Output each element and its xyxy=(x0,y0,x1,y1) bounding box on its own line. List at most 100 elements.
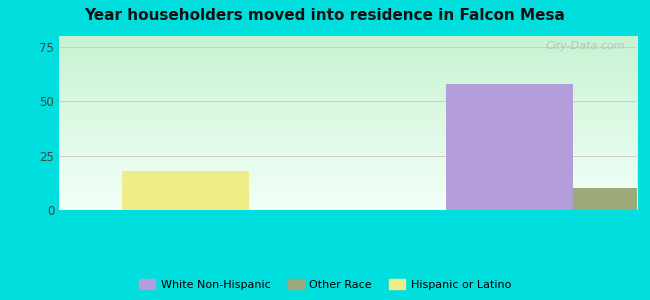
Bar xyxy=(122,171,250,210)
Bar xyxy=(58,106,637,107)
Bar xyxy=(58,196,637,198)
Bar xyxy=(58,123,637,125)
Bar xyxy=(58,125,637,127)
Text: Year householders moved into residence in Falcon Mesa: Year householders moved into residence i… xyxy=(84,8,566,22)
Bar xyxy=(58,64,637,66)
Bar xyxy=(58,97,637,99)
Bar xyxy=(58,208,637,210)
Bar xyxy=(58,194,637,196)
Bar xyxy=(58,104,637,106)
Bar xyxy=(58,58,637,60)
Bar xyxy=(58,71,637,73)
Bar xyxy=(58,95,637,97)
Bar xyxy=(58,111,637,112)
Legend: White Non-Hispanic, Other Race, Hispanic or Latino: White Non-Hispanic, Other Race, Hispanic… xyxy=(134,275,516,294)
Bar xyxy=(58,107,637,109)
Bar xyxy=(58,135,637,137)
Bar xyxy=(58,177,637,179)
Bar xyxy=(58,201,637,203)
Bar xyxy=(58,153,637,154)
Bar xyxy=(58,170,637,172)
Bar xyxy=(58,168,637,170)
Bar xyxy=(58,76,637,78)
Bar xyxy=(58,146,637,147)
Bar xyxy=(58,62,637,64)
Bar xyxy=(58,121,637,123)
Bar xyxy=(58,163,637,165)
Bar xyxy=(58,45,637,46)
Bar xyxy=(446,84,573,210)
Bar xyxy=(58,154,637,156)
Bar xyxy=(58,73,637,74)
Bar xyxy=(58,137,637,139)
Bar xyxy=(58,173,637,175)
Bar xyxy=(58,109,637,111)
Bar xyxy=(58,203,637,205)
Bar xyxy=(58,81,637,83)
Bar xyxy=(573,188,650,210)
Bar xyxy=(58,69,637,71)
Bar xyxy=(58,50,637,52)
Bar xyxy=(58,193,637,194)
Bar xyxy=(58,118,637,119)
Bar xyxy=(58,172,637,173)
Bar xyxy=(58,139,637,140)
Bar xyxy=(58,186,637,188)
Bar xyxy=(58,85,637,86)
Bar xyxy=(58,57,637,58)
Bar xyxy=(58,147,637,149)
Bar xyxy=(58,112,637,114)
Bar xyxy=(58,60,637,62)
Bar xyxy=(58,90,637,92)
Bar xyxy=(58,140,637,142)
Bar xyxy=(58,100,637,102)
Bar xyxy=(58,46,637,48)
Bar xyxy=(58,43,637,45)
Bar xyxy=(58,127,637,128)
Bar xyxy=(58,88,637,90)
Bar xyxy=(58,80,637,81)
Bar xyxy=(58,180,637,182)
Bar xyxy=(58,92,637,93)
Bar xyxy=(58,144,637,146)
Bar xyxy=(58,161,637,163)
Bar xyxy=(58,99,637,100)
Bar xyxy=(58,116,637,118)
Bar xyxy=(58,189,637,191)
Bar xyxy=(58,188,637,189)
Bar xyxy=(58,206,637,208)
Bar xyxy=(58,160,637,161)
Bar xyxy=(58,142,637,144)
Bar xyxy=(58,175,637,177)
Bar xyxy=(58,205,637,206)
Bar xyxy=(58,128,637,130)
Bar xyxy=(573,188,650,210)
Bar xyxy=(58,156,637,158)
Bar xyxy=(58,67,637,69)
Bar xyxy=(58,200,637,201)
Bar xyxy=(58,114,637,116)
Bar xyxy=(58,102,637,104)
Text: City-Data.com: City-Data.com xyxy=(546,41,625,51)
Bar xyxy=(58,83,637,85)
Bar xyxy=(58,198,637,200)
Bar xyxy=(58,132,637,134)
Bar xyxy=(58,151,637,153)
Bar xyxy=(58,53,637,55)
Bar xyxy=(58,52,637,53)
Bar xyxy=(58,134,637,135)
Bar xyxy=(58,130,637,132)
Bar xyxy=(58,119,637,121)
Bar xyxy=(58,167,637,168)
Bar xyxy=(58,36,637,38)
Bar xyxy=(58,182,637,184)
Bar xyxy=(58,55,637,57)
Bar xyxy=(58,149,637,151)
Bar xyxy=(58,66,637,67)
Bar xyxy=(58,74,637,76)
Bar xyxy=(58,38,637,40)
Bar xyxy=(58,93,637,95)
Bar xyxy=(58,48,637,50)
Bar xyxy=(58,165,637,167)
Bar xyxy=(58,41,637,43)
